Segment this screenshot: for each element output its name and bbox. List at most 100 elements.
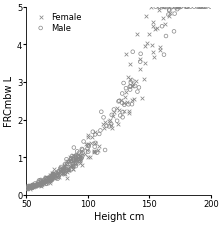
Male (55, 173, 58, 177)
Male (173, 13, 176, 16)
Male (45, 180, 49, 183)
Female (59, 171, 62, 174)
Male (25, 187, 29, 191)
Male (167, 9, 171, 12)
Female (39, 179, 42, 183)
Male (39, 183, 43, 187)
Male (130, 103, 134, 106)
Female (59, 168, 63, 171)
Female (134, 80, 138, 83)
Male (202, 6, 206, 9)
Male (196, 6, 199, 9)
Female (51, 174, 54, 177)
Female (167, 15, 171, 19)
Male (112, 108, 116, 112)
Female (74, 158, 78, 162)
Female (116, 106, 119, 110)
Male (167, 10, 171, 13)
Female (118, 108, 121, 112)
Female (128, 63, 132, 66)
Male (55, 171, 58, 175)
Female (68, 164, 72, 168)
Male (177, 6, 180, 9)
Male (39, 178, 43, 182)
Female (32, 184, 35, 187)
Male (37, 179, 41, 182)
Female (138, 68, 142, 72)
Male (67, 160, 71, 164)
Male (87, 145, 91, 148)
Male (128, 85, 132, 89)
X-axis label: Height cm: Height cm (93, 211, 144, 221)
Female (46, 178, 50, 182)
Female (152, 51, 155, 54)
Female (152, 56, 155, 60)
Female (36, 182, 39, 186)
Female (144, 45, 147, 49)
Female (161, 17, 165, 21)
Female (62, 163, 66, 167)
Male (50, 178, 54, 182)
Male (137, 86, 141, 90)
Male (129, 81, 132, 85)
Male (74, 155, 78, 159)
Male (59, 168, 62, 172)
Female (158, 46, 162, 49)
Male (44, 176, 47, 180)
Male (97, 133, 101, 136)
Male (93, 133, 97, 137)
Male (171, 6, 174, 9)
Female (175, 6, 179, 9)
Female (73, 159, 77, 163)
Female (91, 136, 94, 139)
Male (49, 176, 53, 179)
Male (52, 176, 56, 179)
Male (75, 161, 78, 165)
Male (192, 6, 196, 9)
Male (36, 183, 40, 187)
Male (107, 125, 111, 129)
Female (73, 159, 77, 163)
Male (40, 181, 43, 185)
Female (93, 151, 96, 154)
Male (51, 176, 55, 179)
Male (122, 82, 125, 86)
Female (138, 58, 142, 62)
Female (157, 9, 161, 13)
Male (121, 116, 124, 119)
Male (118, 99, 121, 103)
Female (27, 185, 30, 189)
Female (62, 172, 66, 175)
Male (65, 162, 69, 166)
Female (67, 160, 71, 164)
Male (59, 165, 63, 169)
Male (199, 6, 203, 9)
Male (164, 35, 168, 39)
Female (55, 175, 59, 179)
Female (41, 181, 45, 184)
Male (74, 157, 78, 161)
Female (79, 149, 83, 153)
Male (154, 6, 157, 9)
Female (110, 127, 114, 130)
Male (71, 163, 74, 166)
Female (66, 169, 70, 172)
Male (78, 160, 82, 163)
Male (41, 182, 45, 186)
Female (28, 185, 31, 189)
Male (26, 184, 30, 188)
Male (52, 172, 55, 176)
Female (123, 96, 127, 99)
Female (52, 172, 55, 175)
Male (162, 6, 166, 9)
Female (74, 158, 78, 161)
Female (43, 180, 47, 183)
Female (35, 182, 39, 185)
Female (147, 33, 151, 36)
Male (127, 103, 130, 107)
Male (121, 111, 124, 115)
Female (28, 183, 32, 187)
Male (184, 6, 188, 9)
Female (66, 168, 70, 172)
Male (71, 164, 75, 168)
